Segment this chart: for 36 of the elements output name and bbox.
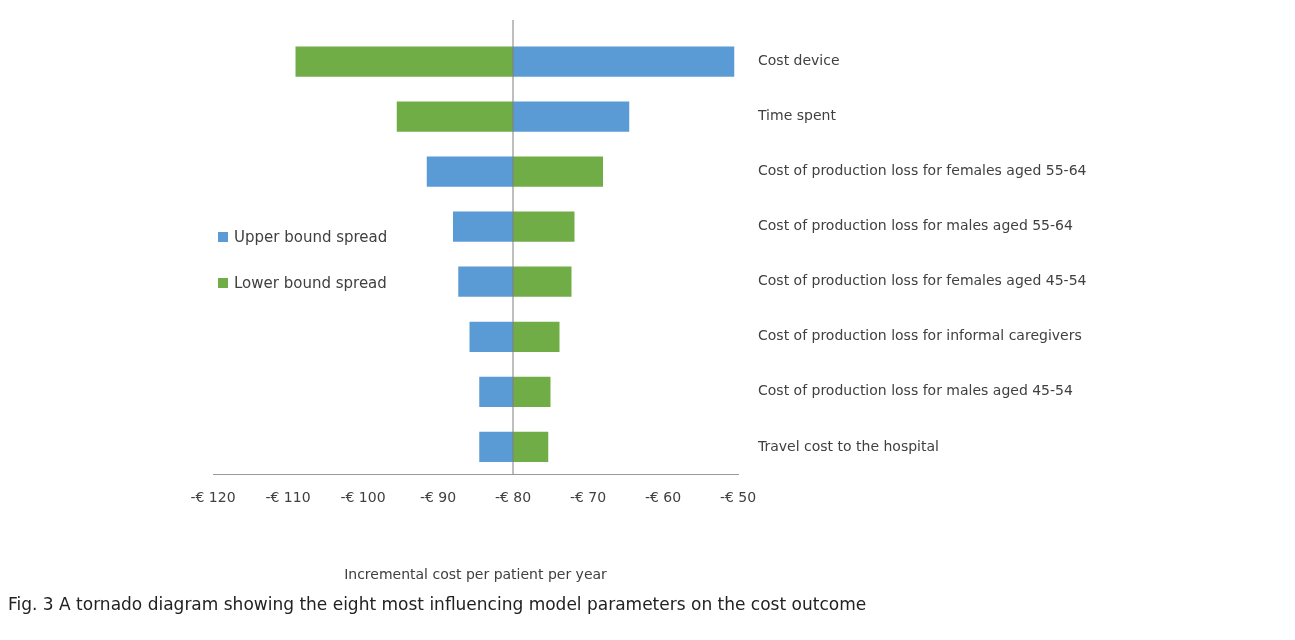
x-tick-label: -€ 70: [569, 489, 607, 506]
bar: [513, 101, 630, 132]
legend-label: Upper bound spread: [234, 228, 388, 246]
bar: [396, 101, 513, 132]
bar: [469, 321, 513, 352]
y-tick-label: Cost of production loss for informal caregivers: [758, 327, 1082, 344]
x-tick-label: -€ 60: [644, 489, 682, 506]
bar: [513, 266, 572, 297]
bar: [513, 156, 603, 187]
legend-label: Lower bound spread: [234, 274, 387, 292]
bar: [426, 156, 513, 187]
bar: [513, 431, 549, 463]
x-tick-label: -€ 90: [419, 489, 457, 506]
y-tick-label: Cost of production loss for males aged 45-54: [758, 382, 1073, 399]
y-tick-label: Travel cost to the hospital: [757, 437, 939, 454]
x-tick-label: -€ 80: [494, 489, 532, 506]
x-tick-label: -€ 110: [265, 489, 311, 506]
x-axis-title: Incremental cost per patient per year: [344, 566, 608, 583]
x-tick-label: -€ 50: [719, 489, 757, 506]
bar: [513, 321, 560, 352]
bar: [453, 211, 513, 242]
bar: [295, 46, 513, 77]
x-tick-label: -€ 120: [190, 489, 236, 506]
bar: [513, 376, 551, 407]
bar: [479, 431, 513, 463]
bar: [513, 211, 575, 242]
caption: Fig. 3 A tornado diagram showing the eight most influencing model parameters on the cost outcome: [8, 594, 868, 614]
y-tick-label: Cost device: [758, 52, 840, 69]
y-tick-label: Cost of production loss for females aged 45-54: [758, 272, 1087, 289]
y-tick-label: Time spent: [757, 107, 837, 124]
bar: [458, 266, 513, 297]
bar: [513, 46, 735, 77]
y-tick-label: Cost of production loss for males aged 55-64: [758, 217, 1073, 234]
x-tick-label: -€ 100: [340, 489, 386, 506]
bar: [479, 376, 513, 407]
y-tick-label: Cost of production loss for females aged 55-64: [758, 162, 1087, 179]
